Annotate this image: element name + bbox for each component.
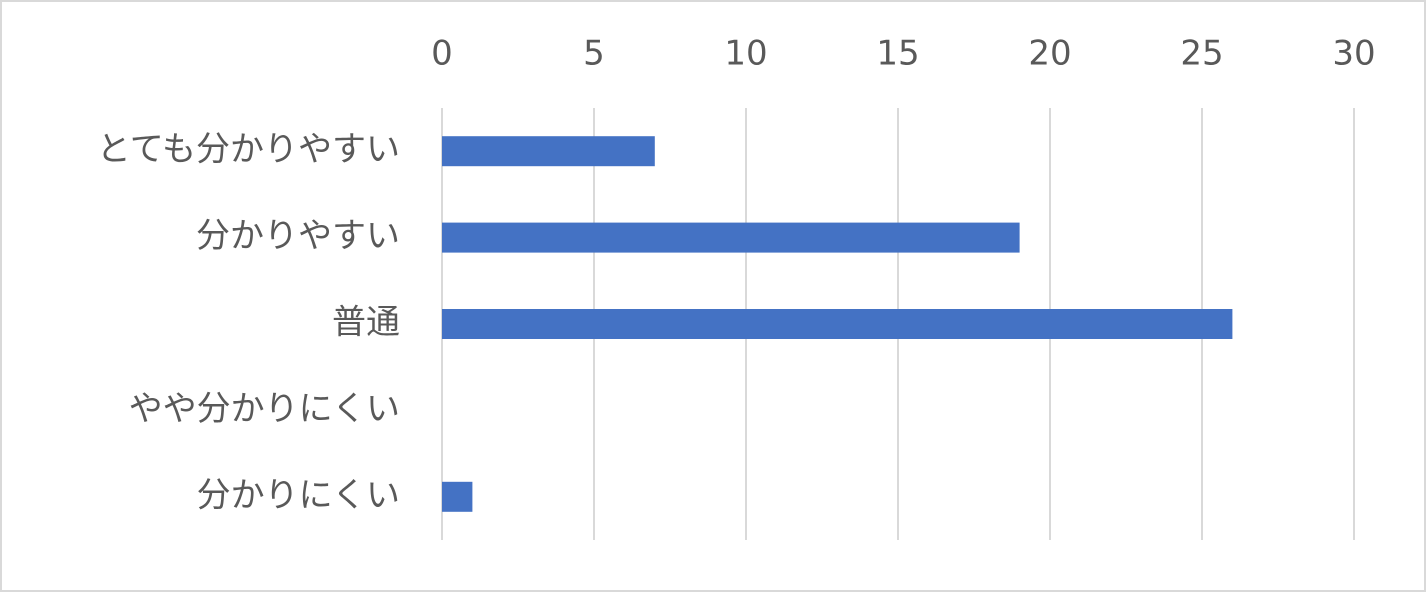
y-tick-label: 分かりにくい <box>197 475 400 515</box>
x-tick-label: 10 <box>724 34 767 74</box>
x-tick-label: 25 <box>1180 34 1223 74</box>
bar <box>442 309 1233 339</box>
x-tick-label: 15 <box>876 34 919 74</box>
bar <box>442 222 1020 253</box>
bar <box>442 136 655 167</box>
y-tick-label: 分かりやすい <box>196 216 400 256</box>
y-tick-label: 普通 <box>332 303 400 343</box>
y-tick-label: とても分かりやすい <box>97 130 400 170</box>
x-tick-label: 5 <box>583 34 605 74</box>
y-tick-label: やや分かりにくい <box>129 389 400 429</box>
bar <box>442 481 473 512</box>
x-tick-label: 30 <box>1332 34 1375 74</box>
x-tick-label: 20 <box>1028 34 1071 74</box>
x-tick-label: 0 <box>431 34 453 74</box>
